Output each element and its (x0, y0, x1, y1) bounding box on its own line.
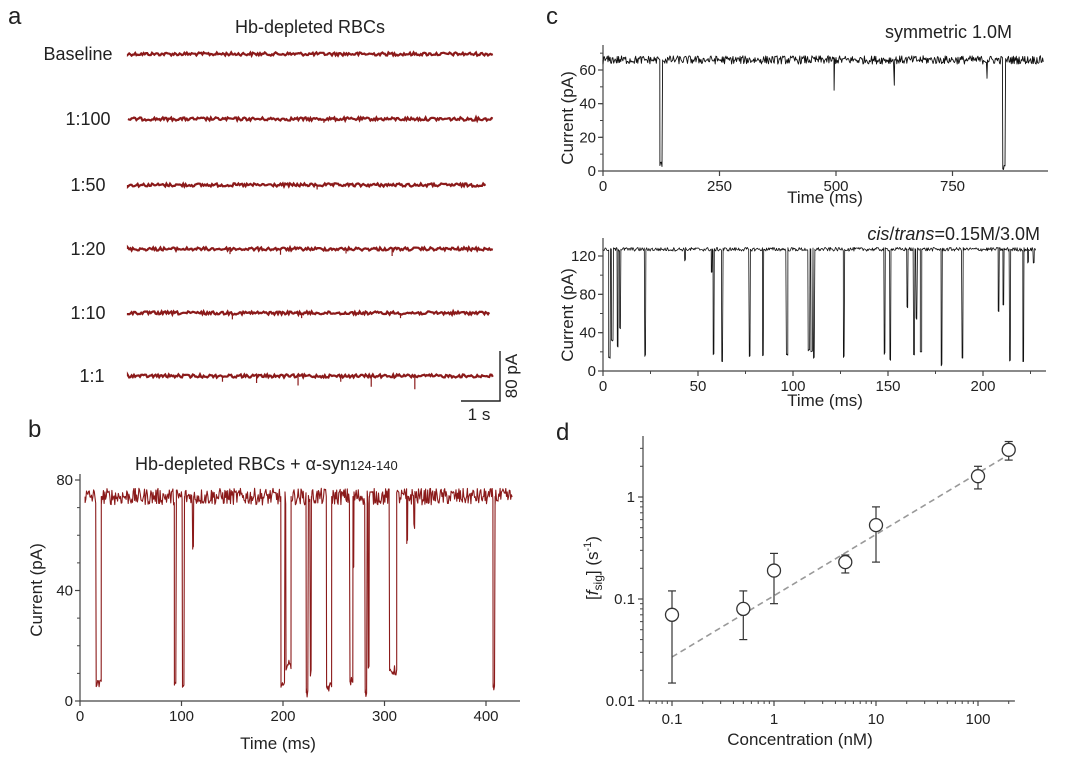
row-label-0: Baseline (43, 44, 112, 64)
y-tick-label: 0.1 (614, 591, 635, 608)
panel-c-bottom-title: cis/trans=0.15M/3.0M (867, 224, 1040, 244)
current-trace (84, 487, 513, 698)
title-trans: trans (894, 224, 934, 244)
x-tick-label: 100 (169, 708, 194, 725)
x-tick-label: 150 (875, 378, 900, 395)
y-tick-label: 120 (571, 248, 596, 265)
panel-b-title: Hb-depleted RBCs + α-syn124-140 (135, 454, 398, 474)
panel-c-bottom: cis/trans=0.15M/3.0M 0 50 100 150 200 0 40 80 12… (558, 224, 1046, 410)
row-label-1: 1:100 (65, 109, 110, 129)
y-tick-label: 20 (579, 129, 596, 146)
trace-row-1 (127, 114, 494, 124)
panel-letter-c: c (546, 3, 558, 30)
x-tick-label: 0 (76, 708, 84, 725)
title-cis: cis (867, 224, 889, 244)
panel-c-bottom-xlabel: Time (ms) (787, 391, 863, 410)
x-tick-label: 400 (473, 708, 498, 725)
x-tick-label: 200 (970, 378, 995, 395)
x-tick-label: 0 (599, 378, 607, 395)
current-trace (602, 55, 1044, 170)
y-tick-label: 0 (65, 693, 73, 710)
data-point (766, 563, 782, 578)
panel-b: Hb-depleted RBCs + α-syn124-140 0 100 200 3… (27, 454, 520, 753)
ylabel-exponent: -1 (582, 542, 594, 552)
trace-row-4 (126, 308, 491, 318)
ylabel-bracket-open: [ (583, 595, 602, 600)
x-tick-label: 250 (707, 178, 732, 195)
x-tick-label: 1 (770, 711, 778, 728)
ylabel-bracket-close: ) (583, 536, 602, 542)
row-label-5: 1:1 (79, 366, 104, 386)
data-point (736, 601, 751, 617)
x-tick-label: 50 (690, 378, 707, 395)
panel-a-title: Hb-depleted RBCs (235, 17, 385, 37)
y-tick-label: 40 (579, 96, 596, 113)
y-tick-label: 60 (579, 62, 596, 79)
trace-row-5 (126, 371, 494, 380)
panel-b-ylabel: Current (pA) (27, 543, 46, 637)
panel-c-bottom-ylabel: Current (pA) (558, 268, 577, 362)
data-point (868, 517, 884, 533)
y-tick-label: 0 (588, 163, 596, 180)
ylabel-sig: sig (591, 575, 605, 590)
panel-a: Hb-depleted RBCs Baseline 1:100 1:50 1:20 1:… (43, 17, 521, 424)
row-label-2: 1:50 (70, 175, 105, 195)
y-tick-label: 80 (56, 472, 73, 489)
panel-d-ylabel: [fsig] (s-1) (582, 536, 605, 600)
panel-c-top-ylabel: Current (pA) (558, 71, 577, 165)
y-tick-label: 80 (579, 286, 596, 303)
panel-d-xlabel: Concentration (nM) (727, 730, 873, 749)
row-label-3: 1:20 (70, 239, 105, 259)
x-tick-label: 300 (372, 708, 397, 725)
panel-letter-b: b (28, 416, 41, 443)
trace-row-0 (126, 50, 494, 59)
panel-d: 0.1 1 10 100 0.01 0.1 1 Concentration (nM) [fs… (582, 436, 1016, 749)
x-tick-label: 750 (940, 178, 965, 195)
x-tick-label: 10 (868, 711, 885, 728)
ylabel-f: f (583, 588, 602, 595)
panel-c-top-title: symmetric 1.0M (885, 22, 1012, 42)
panel-letter-a: a (8, 3, 22, 30)
panel-letter-d: d (556, 419, 569, 446)
fit-line (671, 453, 1010, 658)
trace-row-2 (126, 181, 487, 190)
panel-b-xlabel: Time (ms) (240, 734, 316, 753)
data-point (664, 607, 680, 622)
x-tick-label: 0.1 (662, 711, 683, 728)
panel-b-title-main: Hb-depleted RBCs + α-syn (135, 454, 350, 474)
ylabel-unit: ] (s (583, 552, 602, 576)
panel-c-top-xlabel: Time (ms) (787, 188, 863, 207)
x-tick-label: 100 (780, 378, 805, 395)
y-tick-label: 1 (627, 489, 635, 506)
scale-bar: 80 pA 1 s (461, 351, 521, 424)
scale-bar-y-label: 80 pA (502, 353, 521, 398)
x-tick-label: 200 (270, 708, 295, 725)
x-tick-label: 100 (965, 711, 990, 728)
x-tick-label: 0 (599, 178, 607, 195)
y-tick-label: 40 (56, 583, 73, 600)
panel-b-title-subscript: 124-140 (350, 458, 398, 473)
y-tick-label: 40 (579, 325, 596, 342)
panel-c-top: symmetric 1.0M 0 250 500 750 0 20 40 60 Time (m… (558, 22, 1048, 207)
data-point (838, 554, 853, 570)
scale-bar-x-label: 1 s (468, 405, 491, 424)
row-label-4: 1:10 (70, 303, 105, 323)
data-point (1001, 442, 1016, 457)
current-trace (602, 247, 1037, 367)
trace-row-3 (126, 244, 494, 253)
y-tick-label: 0.01 (606, 693, 635, 710)
x-tick-label: 500 (823, 178, 848, 195)
data-point (970, 469, 986, 484)
y-tick-label: 0 (588, 363, 596, 380)
title-concentrations: =0.15M/3.0M (934, 224, 1040, 244)
title-sep: / (889, 224, 894, 244)
